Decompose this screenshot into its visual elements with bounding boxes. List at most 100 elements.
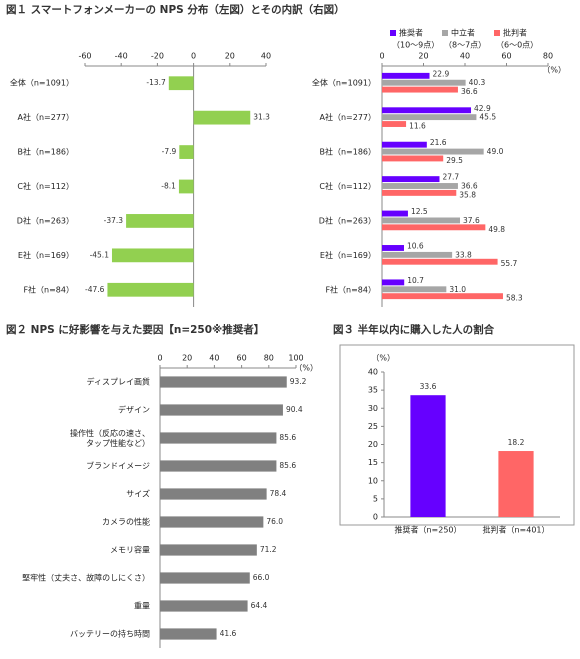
chart-frame [339, 344, 575, 526]
x-tick-label: -60 [78, 52, 91, 61]
value-label: 11.6 [409, 122, 426, 131]
category-label: E社（n=169） [320, 250, 376, 260]
x-tick-label: -40 [115, 52, 128, 61]
chart-title: 図１ スマートフォンメーカーの NPS 分布（左図）とその内訳（右図） [6, 3, 345, 16]
y-tick-label: 15 [368, 458, 378, 467]
x-tick-label: 0 [191, 52, 196, 61]
x-tick-label: 20 [225, 52, 235, 61]
value-label: 85.6 [279, 433, 296, 442]
bar [382, 72, 430, 79]
legend-swatch [442, 30, 448, 36]
category-label: E社（n=169） [18, 250, 74, 260]
category-label-line: 操作性（反応の速さ、 [70, 428, 150, 438]
x-tick-label: 40 [460, 52, 470, 61]
legend-label: 批判者 [503, 28, 527, 38]
value-label: 41.6 [220, 629, 237, 638]
bar [160, 376, 287, 388]
category-label: 堅牢性（丈夫さ、故障のしにくさ） [22, 573, 150, 583]
bar [382, 141, 427, 148]
x-tick-label: 20 [418, 52, 428, 61]
legend-sublabel: （10〜9点） [392, 41, 439, 50]
legend-sublabel: （6〜0点） [496, 41, 538, 50]
value-label: 40.3 [469, 78, 486, 87]
bar [160, 488, 267, 500]
category-label: D社（n=263） [319, 215, 376, 225]
bar [382, 148, 484, 155]
category-label: F社（n=84） [23, 284, 74, 294]
category-label: バッテリーの持ち時間 [70, 629, 150, 639]
x-tick-label: 推奨者（n=250） [394, 525, 461, 535]
x-tick-label: 80 [543, 52, 553, 61]
x-tick-label: 0 [379, 52, 384, 61]
bar [498, 451, 534, 517]
value-label: 31.3 [253, 113, 270, 122]
category-label: サイズ [126, 489, 150, 499]
x-tick-label: -20 [151, 52, 164, 61]
value-label: 49.0 [487, 147, 504, 156]
bar [126, 214, 194, 228]
value-label: -7.9 [162, 147, 177, 156]
value-label: 49.8 [488, 225, 505, 234]
bar [382, 217, 461, 224]
value-label: 64.4 [251, 601, 268, 610]
x-tick-label: 60 [237, 354, 247, 363]
value-label: 78.4 [270, 489, 287, 498]
category-label: 重量 [134, 601, 150, 611]
value-label: -37.3 [104, 216, 124, 225]
chart-title: 図３ 半年以内に購入した人の割合 [333, 323, 495, 336]
x-tick-label: 40 [209, 354, 219, 363]
legend-swatch [494, 30, 500, 36]
value-label: 21.6 [430, 138, 447, 147]
bar [179, 145, 194, 159]
bar [382, 224, 486, 231]
bar [160, 460, 277, 472]
value-label: 85.6 [279, 461, 296, 470]
value-label: -13.7 [146, 78, 166, 87]
value-label: 12.5 [411, 207, 428, 216]
bar [382, 86, 458, 93]
value-label: 36.6 [461, 182, 478, 191]
y-tick-label: 20 [368, 440, 378, 449]
bar [382, 107, 472, 114]
legend-label: 中立者 [451, 28, 475, 38]
category-label: メモリ容量 [110, 545, 150, 555]
bar [382, 79, 466, 86]
bar [107, 282, 194, 297]
value-label: -8.1 [161, 182, 176, 191]
legend-label: 推奨者 [399, 28, 423, 38]
category-label: 操作性（反応の速さ、タップ性能など） [70, 428, 150, 448]
bar [410, 395, 446, 517]
y-tick-label: 5 [373, 494, 378, 503]
legend-sublabel: （8〜7点） [444, 41, 486, 50]
y-tick-label: 10 [368, 476, 378, 485]
value-label: 33.6 [420, 382, 437, 391]
category-label: 全体（n=1091） [10, 78, 74, 88]
category-label: ブランドイメージ [86, 461, 150, 471]
bar [111, 248, 194, 263]
value-label: 10.7 [407, 276, 424, 285]
bar [160, 572, 250, 584]
value-label: -47.6 [85, 285, 105, 294]
y-tick-label: 0 [373, 513, 378, 522]
bar [382, 245, 404, 251]
x-tick-label: 40 [261, 52, 271, 61]
unit-label: （%） [542, 66, 566, 75]
value-label: 10.6 [407, 241, 424, 250]
x-tick-label: 60 [501, 52, 511, 61]
value-label: -45.1 [90, 250, 110, 259]
value-label: 90.4 [286, 405, 303, 414]
unit-label: （%） [371, 354, 395, 363]
bar [160, 516, 264, 528]
value-label: 58.3 [506, 294, 523, 303]
category-label: A社（n=277） [17, 112, 74, 122]
x-tick-label: 20 [182, 354, 192, 363]
category-label: 全体（n=1091） [312, 78, 376, 88]
bar [382, 114, 477, 121]
bar [382, 176, 440, 183]
bar [382, 155, 444, 162]
y-tick-label: 30 [368, 404, 378, 413]
bar [382, 258, 498, 265]
value-label: 45.5 [479, 113, 496, 122]
y-tick-label: 40 [368, 368, 378, 377]
